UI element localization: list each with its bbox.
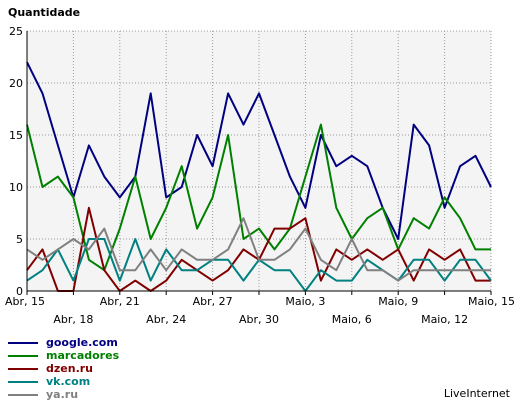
series-line-google-com [26, 61, 492, 240]
y-tick-label: 5 [16, 233, 23, 246]
y-tick-label: 10 [9, 181, 23, 194]
legend-label: dzen.ru [46, 362, 94, 375]
legend-item: vk.com [8, 375, 119, 388]
legend-swatch [8, 393, 38, 396]
legend-label: vk.com [46, 375, 91, 388]
legend-item: google.com [8, 336, 119, 349]
y-tick-label: 25 [9, 25, 23, 38]
line-chart: Quantidade 0 5 10 15 20 25 Abr, 15 Abr, 18 Abr, … [5, 6, 515, 326]
legend: google.com marcadores dzen.ru vk.com ya.ru [8, 336, 119, 401]
legend-item: ya.ru [8, 388, 119, 401]
x-tick-label: Maio, 3 [285, 295, 325, 308]
y-axis-title: Quantidade [8, 6, 80, 19]
y-tick-label: 15 [9, 129, 23, 142]
legend-label: marcadores [46, 349, 120, 362]
x-tick-label: Abr, 30 [239, 313, 279, 326]
legend-item: dzen.ru [8, 362, 119, 375]
x-tick-label: Maio, 6 [332, 313, 372, 326]
x-tick-label: Maio, 15 [468, 295, 515, 308]
brand-label: LiveInternet [443, 387, 510, 400]
y-tick-label: 0 [16, 285, 23, 298]
x-tick-label: Maio, 9 [378, 295, 418, 308]
plot-area: 0 5 10 15 20 25 Abr, 15 Abr, 18 Abr, 21 Abr, 24 Ab… [5, 25, 515, 326]
legend-swatch [8, 380, 38, 383]
legend-label: google.com [46, 336, 118, 349]
x-tick-label: Abr, 15 [5, 295, 45, 308]
legend-item: marcadores [8, 349, 119, 362]
y-tick-label: 20 [9, 77, 23, 90]
legend-swatch [8, 367, 38, 370]
x-tick-label: Abr, 21 [100, 295, 140, 308]
series-line-ya-ru [26, 217, 491, 282]
x-tick-label: Abr, 18 [53, 313, 93, 326]
x-tick-label: Abr, 27 [193, 295, 233, 308]
legend-swatch [8, 341, 38, 344]
legend-label: ya.ru [46, 388, 79, 401]
x-tick-label: Abr, 24 [146, 313, 186, 326]
legend-swatch [8, 354, 38, 357]
x-tick-label: Maio, 12 [421, 313, 468, 326]
